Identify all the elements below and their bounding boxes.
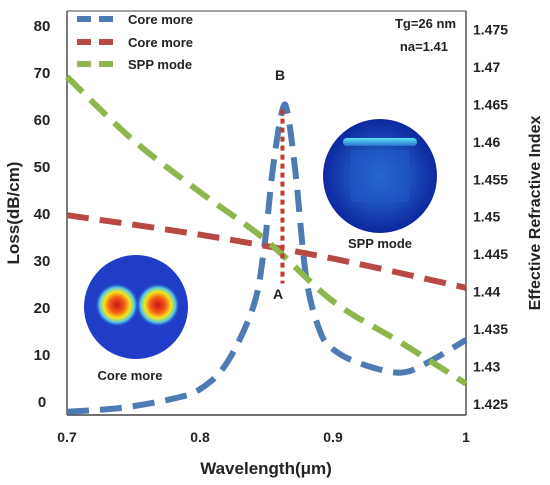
left-tick-label-60: 60 bbox=[34, 112, 51, 129]
left-tick-label-50: 50 bbox=[34, 159, 51, 176]
left-tick-label-0: 0 bbox=[38, 394, 46, 411]
right-tick-label-1.45: 1.45 bbox=[473, 209, 500, 225]
legend: Core more Core more SPP mode bbox=[77, 12, 193, 72]
na-annotation: na=1.41 bbox=[400, 39, 448, 54]
right-axis-title: Effective Refractive Index bbox=[527, 116, 544, 311]
series-layer bbox=[64, 74, 468, 415]
point-b-label: B bbox=[275, 67, 285, 83]
right-tick-label-1.465: 1.465 bbox=[473, 97, 508, 113]
right-tick-label-1.43: 1.43 bbox=[473, 358, 500, 374]
right-tick-label-1.425: 1.425 bbox=[473, 396, 508, 412]
right-tick-label-1.44: 1.44 bbox=[473, 284, 500, 300]
right-tick-label-1.46: 1.46 bbox=[473, 134, 500, 150]
left-tick-labels: 0 10 20 30 40 50 60 70 80 bbox=[34, 18, 51, 411]
core-mode-left-lobe bbox=[95, 283, 139, 327]
x-tick-label-1: 1 bbox=[462, 429, 470, 445]
x-tick-label-0.9: 0.9 bbox=[323, 429, 343, 445]
left-tick-label-80: 80 bbox=[34, 18, 51, 35]
series-core-more-loss-line bbox=[66, 101, 468, 415]
spp-mode-inset-label: SPP mode bbox=[348, 236, 412, 251]
left-tick-label-10: 10 bbox=[34, 347, 51, 364]
left-tick-label-40: 40 bbox=[34, 206, 51, 223]
series-core-more-index-line bbox=[66, 212, 467, 291]
right-tick-label-1.445: 1.445 bbox=[473, 246, 508, 262]
right-tick-label-1.475: 1.475 bbox=[473, 22, 508, 38]
x-tick-labels: 0.7 0.8 0.9 1 bbox=[57, 429, 470, 445]
legend-label-core-red: Core more bbox=[128, 35, 193, 50]
left-axis-title: Loss(dB/cm) bbox=[4, 162, 23, 265]
core-mode-right-lobe bbox=[136, 283, 180, 327]
spp-mode-hotspot-band bbox=[343, 138, 417, 146]
x-tick-label-0.8: 0.8 bbox=[190, 429, 210, 445]
left-tick-label-30: 30 bbox=[34, 253, 51, 270]
left-tick-label-20: 20 bbox=[34, 300, 51, 317]
right-tick-label-1.455: 1.455 bbox=[473, 171, 508, 187]
legend-label-spp: SPP mode bbox=[128, 57, 192, 72]
tg-annotation: Tg=26 nm bbox=[395, 16, 456, 31]
point-a-label: A bbox=[273, 286, 283, 302]
x-axis-title: Wavelength(μm) bbox=[200, 459, 332, 478]
right-tick-label-1.435: 1.435 bbox=[473, 321, 508, 337]
legend-label-core-blue: Core more bbox=[128, 12, 193, 27]
right-tick-labels: 1.425 1.43 1.435 1.44 1.445 1.45 1.455 1.46 1.46… bbox=[473, 22, 508, 412]
x-tick-label-0.7: 0.7 bbox=[57, 429, 77, 445]
spp-mode-core-region bbox=[351, 150, 409, 202]
left-tick-label-70: 70 bbox=[34, 65, 51, 82]
right-tick-label-1.47: 1.47 bbox=[473, 59, 500, 75]
core-mode-inset: Core more bbox=[84, 255, 188, 383]
core-mode-inset-label: Core more bbox=[97, 368, 162, 383]
spp-mode-inset: SPP mode bbox=[323, 119, 437, 251]
